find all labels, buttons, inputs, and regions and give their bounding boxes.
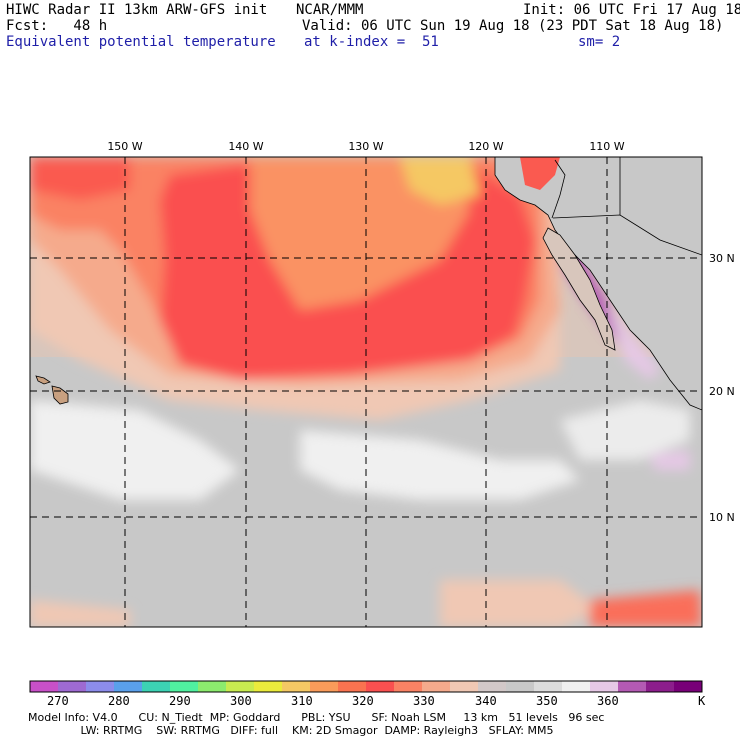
colorbar-swatch	[226, 681, 255, 692]
colorbar-tick-290: 290	[169, 694, 191, 708]
colorbar-tick-270: 270	[47, 694, 69, 708]
lon-label-120w: 120 W	[468, 140, 503, 153]
forecast-hour: Fcst: 48 h	[6, 18, 108, 34]
source-label: NCAR/MMM	[296, 2, 364, 18]
theta-e-field	[30, 157, 702, 627]
valid-time: Valid: 06 UTC Sun 19 Aug 18 (23 PDT Sat …	[302, 18, 724, 34]
field-name: Equivalent potential temperature	[6, 34, 276, 50]
colorbar-swatch	[338, 681, 367, 692]
colorbar-swatch	[618, 681, 647, 692]
model-title: HIWC Radar II 13km ARW-GFS init	[6, 2, 268, 18]
colorbar-tick-350: 350	[536, 694, 558, 708]
colorbar-swatch	[282, 681, 311, 692]
colorbar-swatch	[674, 681, 703, 692]
colorbar-swatch	[58, 681, 87, 692]
colorbar-swatch	[534, 681, 563, 692]
colorbar-swatch	[170, 681, 199, 692]
colorbar-tick-320: 320	[352, 694, 374, 708]
smoothing: sm= 2	[578, 34, 621, 50]
colorbar-tick-330: 330	[413, 694, 435, 708]
colorbar-swatch	[450, 681, 479, 692]
colorbar	[30, 681, 703, 692]
colorbar-swatch	[142, 681, 171, 692]
lon-label-110w: 110 W	[589, 140, 624, 153]
colorbar-swatch	[422, 681, 451, 692]
lon-label-130w: 130 W	[348, 140, 383, 153]
colorbar-tick-280: 280	[108, 694, 130, 708]
colorbar-swatch	[646, 681, 675, 692]
colorbar-swatch	[562, 681, 591, 692]
colorbar-tick-340: 340	[475, 694, 497, 708]
colorbar-swatch	[114, 681, 143, 692]
colorbar-tick-310: 310	[291, 694, 313, 708]
colorbar-tick-360: 360	[597, 694, 619, 708]
colorbar-swatch	[310, 681, 339, 692]
colorbar-frame	[29, 680, 703, 693]
colorbar-swatch	[254, 681, 283, 692]
model-info-line2: LW: RRTMG SW: RRTMG DIFF: full KM: 2D Sm…	[28, 724, 554, 737]
model-info-line1: Model Info: V4.0 CU: N_Tiedt MP: Goddard…	[28, 711, 605, 724]
colorbar-swatch	[394, 681, 423, 692]
lon-label-150w: 150 W	[107, 140, 142, 153]
colorbar-unit: K	[698, 694, 706, 708]
colorbar-swatch	[30, 681, 59, 692]
level-index: at k-index = 51	[304, 34, 439, 50]
lat-label-20n: 20 N	[709, 385, 735, 398]
map-frame	[29, 156, 703, 628]
lat-label-10n: 10 N	[709, 511, 735, 524]
colorbar-swatch	[590, 681, 619, 692]
colorbar-swatch	[478, 681, 507, 692]
init-time: Init: 06 UTC Fri 17 Aug 18	[523, 2, 740, 18]
colorbar-swatch	[198, 681, 227, 692]
lat-label-30n: 30 N	[709, 252, 735, 265]
colorbar-tick-300: 300	[230, 694, 252, 708]
colorbar-swatch	[506, 681, 535, 692]
lon-label-140w: 140 W	[228, 140, 263, 153]
colorbar-swatch	[86, 681, 115, 692]
colorbar-swatch	[366, 681, 395, 692]
